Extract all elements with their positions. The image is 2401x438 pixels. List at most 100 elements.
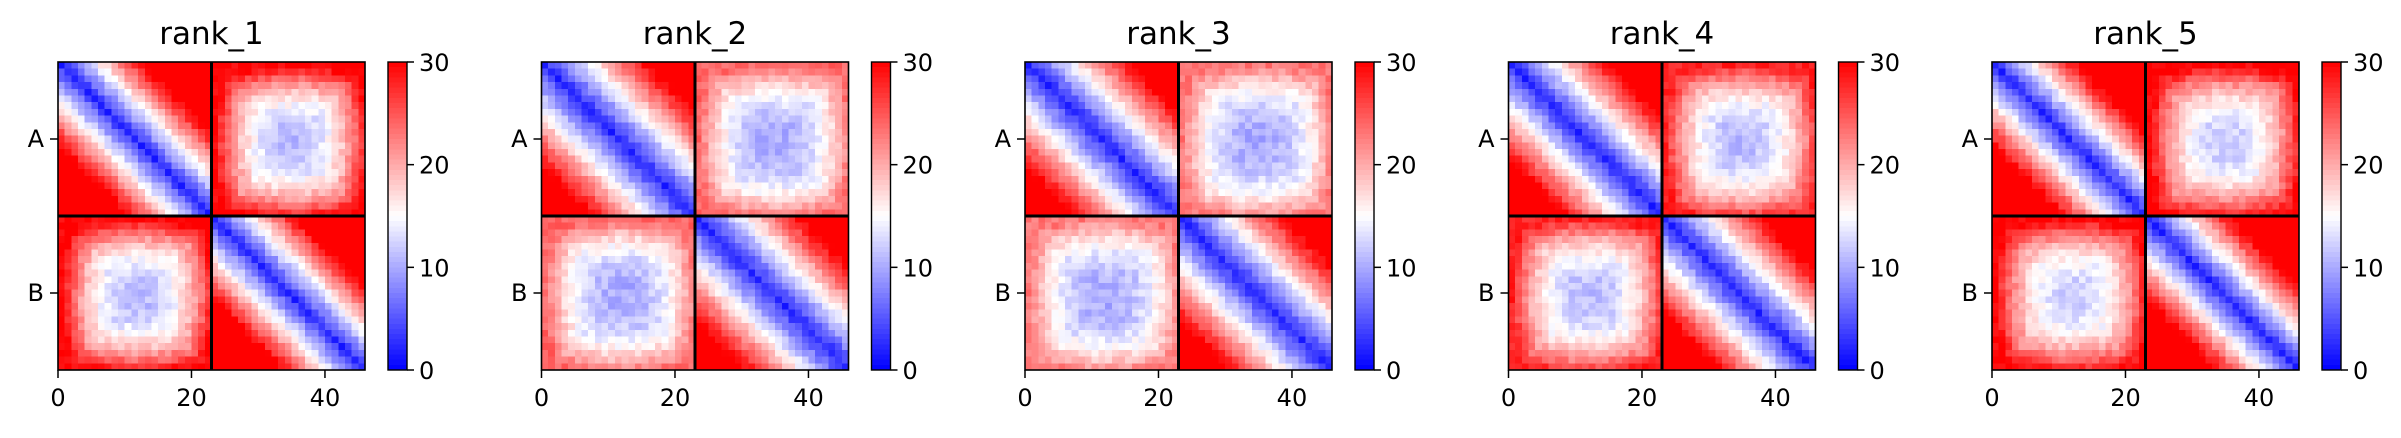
heatmap-cell bbox=[815, 108, 823, 116]
heatmap-cell bbox=[688, 269, 696, 277]
heatmap-cell bbox=[64, 155, 72, 163]
heatmap-cell bbox=[1058, 115, 1066, 123]
heatmap-cell bbox=[554, 162, 562, 170]
heatmap-cell bbox=[158, 356, 166, 364]
heatmap-cell bbox=[588, 303, 596, 311]
heatmap-cell bbox=[1285, 102, 1293, 110]
heatmap-cell bbox=[755, 242, 763, 250]
heatmap-cell bbox=[118, 115, 126, 123]
heatmap-cell bbox=[84, 222, 92, 230]
heatmap-cell bbox=[351, 68, 359, 76]
heatmap-cell bbox=[755, 282, 763, 291]
heatmap-cell bbox=[768, 202, 776, 210]
heatmap-cell bbox=[1178, 122, 1186, 130]
heatmap-cell bbox=[204, 363, 212, 371]
heatmap-cell bbox=[184, 102, 192, 110]
heatmap-cell bbox=[171, 236, 179, 244]
heatmap-cell bbox=[311, 202, 319, 210]
heatmap-cell bbox=[715, 62, 723, 70]
heatmap-cell bbox=[1051, 142, 1059, 150]
heatmap-cell bbox=[1098, 142, 1106, 150]
heatmap-cell bbox=[788, 229, 796, 237]
heatmap-cell bbox=[84, 296, 92, 304]
heatmap-cell bbox=[264, 356, 272, 364]
heatmap-cell bbox=[264, 122, 272, 130]
heatmap-cell bbox=[548, 289, 556, 297]
heatmap-cell bbox=[1245, 68, 1253, 76]
heatmap-cell bbox=[158, 88, 166, 96]
heatmap-cell bbox=[171, 249, 179, 257]
heatmap-cell bbox=[801, 356, 809, 364]
heatmap-cell bbox=[124, 108, 132, 116]
heatmap-cell bbox=[244, 269, 252, 277]
heatmap-cell bbox=[131, 363, 139, 371]
heatmap-cell bbox=[198, 262, 206, 270]
heatmap-cell bbox=[204, 329, 212, 337]
heatmap-cell bbox=[1171, 82, 1179, 90]
heatmap-cell bbox=[708, 155, 716, 163]
heatmap-cell bbox=[358, 62, 366, 70]
heatmap-cell bbox=[291, 202, 299, 210]
heatmap-cell bbox=[1251, 128, 1259, 137]
heatmap-cell bbox=[191, 236, 199, 244]
heatmap-cell bbox=[788, 323, 796, 331]
heatmap-cell bbox=[204, 336, 212, 344]
heatmap-cell bbox=[131, 142, 139, 150]
heatmap-cell bbox=[104, 182, 112, 190]
heatmap-cell bbox=[231, 229, 239, 237]
heatmap-cell bbox=[218, 68, 226, 76]
heatmap-cell bbox=[1111, 108, 1119, 116]
heatmap-cell bbox=[358, 115, 366, 123]
heatmap-cell bbox=[841, 62, 849, 70]
heatmap-cell bbox=[695, 316, 703, 324]
heatmap-cell bbox=[808, 269, 816, 277]
heatmap-cell bbox=[231, 62, 239, 70]
heatmap-cell bbox=[554, 175, 562, 183]
heatmap-cell bbox=[541, 282, 549, 291]
heatmap-cell bbox=[58, 349, 66, 357]
heatmap-cell bbox=[338, 169, 346, 177]
heatmap-cell bbox=[324, 363, 332, 371]
heatmap-cell bbox=[264, 68, 272, 76]
heatmap-cell bbox=[238, 155, 246, 163]
colorbar-segment bbox=[388, 190, 407, 196]
heatmap-cell bbox=[331, 108, 339, 116]
heatmap-cell bbox=[111, 155, 119, 163]
heatmap-cell bbox=[841, 229, 849, 237]
heatmap-cell bbox=[721, 222, 729, 230]
heatmap-cell bbox=[1185, 115, 1193, 123]
heatmap-cell bbox=[144, 108, 152, 116]
heatmap-cell bbox=[695, 249, 703, 257]
heatmap-cell bbox=[554, 303, 562, 311]
heatmap-cell bbox=[828, 229, 836, 237]
heatmap-cell bbox=[701, 108, 709, 116]
heatmap-cell bbox=[588, 95, 596, 103]
heatmap-cell bbox=[548, 175, 556, 183]
heatmap-cell bbox=[338, 135, 346, 143]
heatmap-cell bbox=[761, 269, 769, 277]
heatmap-cell bbox=[594, 356, 602, 364]
heatmap-cell bbox=[561, 289, 569, 297]
heatmap-cell bbox=[1145, 95, 1153, 103]
heatmap-cell bbox=[1191, 75, 1199, 83]
heatmap-cell bbox=[124, 135, 132, 143]
heatmap-cell bbox=[271, 155, 279, 163]
heatmap-cell bbox=[198, 189, 206, 197]
heatmap-cell bbox=[204, 256, 212, 264]
heatmap-cell bbox=[1191, 108, 1199, 116]
heatmap-cell bbox=[788, 122, 796, 130]
heatmap-cell bbox=[198, 349, 206, 357]
heatmap-cell bbox=[1098, 75, 1106, 83]
heatmap-cell bbox=[735, 88, 743, 96]
heatmap-cell bbox=[111, 276, 119, 284]
heatmap-cell bbox=[351, 82, 359, 90]
heatmap-cell bbox=[1031, 142, 1039, 150]
heatmap-cell bbox=[98, 289, 106, 297]
heatmap-cell bbox=[1218, 135, 1226, 143]
heatmap-cell bbox=[344, 303, 352, 311]
heatmap-cell bbox=[158, 195, 166, 203]
heatmap-cell bbox=[788, 269, 796, 277]
heatmap-cell bbox=[78, 282, 86, 291]
heatmap-cell bbox=[641, 115, 649, 123]
heatmap-cell bbox=[191, 329, 199, 337]
